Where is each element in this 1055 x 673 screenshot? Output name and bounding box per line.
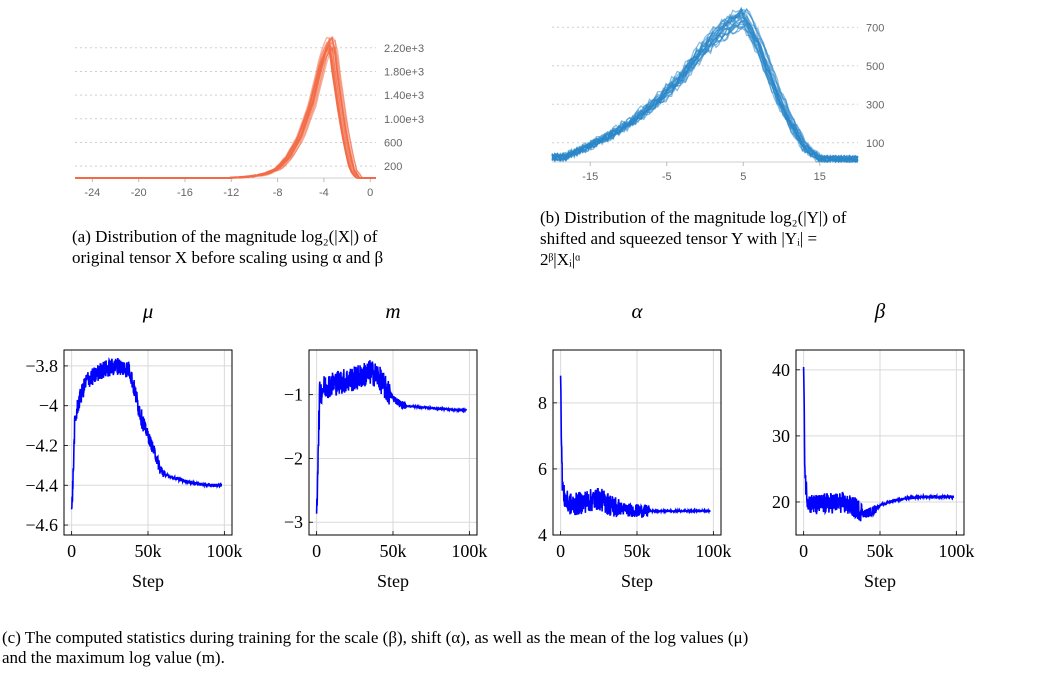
plot-y-tick-label: 8 [538,393,547,413]
hist-curve [75,47,376,179]
plot-y-tick-label: 30 [772,426,790,446]
hist-y-tick-label: 1.80e+3 [384,66,424,78]
plot-frame [795,349,965,536]
histogram-hist_b: 100 300 500 700 -15 -5 5 15 [551,6,884,183]
plot-x-tick-label: 50k [624,541,651,561]
plot-y-tick-label: 4 [538,525,547,545]
hist-x-tick-label: 5 [740,171,746,183]
plot-y-tick-label: −1 [284,385,303,405]
hist-x-tick-label: -24 [84,187,100,199]
hist-curve [75,49,376,179]
hist-x-tick-label: -20 [131,187,147,199]
plot-x-axis-label: Step [621,571,653,591]
training-plot-m: 0 50k 100k −1 −2 −3 m Step [284,299,488,591]
hist-curve [551,23,859,164]
plot-series-line [802,366,955,522]
plot-title: m [385,299,400,323]
hist-y-tick-label: 1.40e+3 [384,90,424,102]
plot-x-tick-label: 0 [312,541,321,561]
caption-a-line2: original tensor X before scaling using α… [72,248,384,267]
hist-x-tick-label: -5 [662,171,672,183]
plot-x-tick-label: 50k [867,541,894,561]
plot-x-axis-label: Step [132,571,164,591]
plot-y-tick-label: 6 [538,459,547,479]
plot-y-tick-label: −3.8 [25,356,58,376]
hist-x-tick-label: -16 [177,187,193,199]
plot-series-line [70,356,223,510]
hist-x-tick-label: -12 [223,187,239,199]
plot-frame [308,349,478,536]
hist-curve [75,49,376,179]
plot-series-line [559,375,711,518]
hist-y-tick-label: 200 [384,161,402,173]
plot-title: μ [142,299,154,323]
plot-x-tick-label: 100k [695,541,731,561]
hist-x-tick-label: 15 [814,171,826,183]
hist-y-tick-label: 1.00e+3 [384,114,424,126]
caption-c-line1: (c) The computed statistics during train… [2,628,749,647]
plot-x-tick-label: 0 [556,541,565,561]
plot-x-axis-label: Step [864,571,896,591]
caption-b-line1: (b) Distribution of the magnitude log₂(|… [540,208,847,227]
plot-frame [63,349,233,536]
training-plot-mu: 0 50k 100k −3.8 −4 −4.2 −4.4 −4.6 μ Step [25,299,242,591]
plot-x-tick-label: 0 [67,541,76,561]
plot-y-tick-label: −4.4 [25,475,58,495]
hist-curve [551,15,859,164]
plot-y-tick-label: 20 [772,492,790,512]
hist-y-tick-label: 700 [866,22,884,34]
plot-x-tick-label: 50k [135,541,162,561]
hist-y-tick-label: 600 [384,137,402,149]
plot-frame [552,349,722,536]
plot-x-tick-label: 100k [206,541,242,561]
hist-x-tick-label: -8 [273,187,283,199]
hist-x-tick-label: -15 [582,171,598,183]
hist-y-tick-label: 300 [866,99,884,111]
plot-y-tick-label: −3 [284,512,303,532]
hist-y-tick-label: 2.20e+3 [384,43,424,55]
caption-c-line2: and the maximum log value (m). [2,648,225,667]
training-plot-beta: 0 50k 100k 40 30 20 β Step [772,299,974,591]
plot-x-tick-label: 100k [938,541,974,561]
caption-b-line2: shifted and squeezed tensor Y with |Yᵢ| … [540,229,818,248]
plot-x-tick-label: 50k [380,541,407,561]
plot-title: β [874,299,886,323]
hist-curve [551,7,859,163]
plot-y-tick-label: −4 [39,396,58,416]
plot-x-tick-label: 100k [451,541,487,561]
plot-x-axis-label: Step [377,571,409,591]
histogram-hist_a: 200 600 1.00e+3 1.40e+3 1.80e+3 2.20e+3 -24 -20… [75,35,424,199]
hist-curve [75,51,376,179]
hist-y-tick-label: 100 [866,138,884,150]
hist-x-tick-label: 0 [367,187,373,199]
training-plot-alpha: 0 50k 100k 8 6 4 α Step [538,299,731,591]
plot-title: α [631,299,643,323]
plot-y-tick-label: −4.6 [25,515,58,535]
caption-a-line1: (a) Distribution of the magnitude log₂(|… [72,227,378,246]
caption-b-line3: 2ᵝ|Xᵢ|ᵅ [540,250,581,269]
plot-x-tick-label: 0 [799,541,808,561]
plot-y-tick-label: −4.2 [25,435,58,455]
plot-series-line [315,360,468,514]
hist-y-tick-label: 500 [866,61,884,73]
plot-y-tick-label: 40 [772,360,790,380]
hist-x-tick-label: -4 [319,187,329,199]
plot-y-tick-label: −2 [284,448,303,468]
hist-curve [75,47,376,179]
